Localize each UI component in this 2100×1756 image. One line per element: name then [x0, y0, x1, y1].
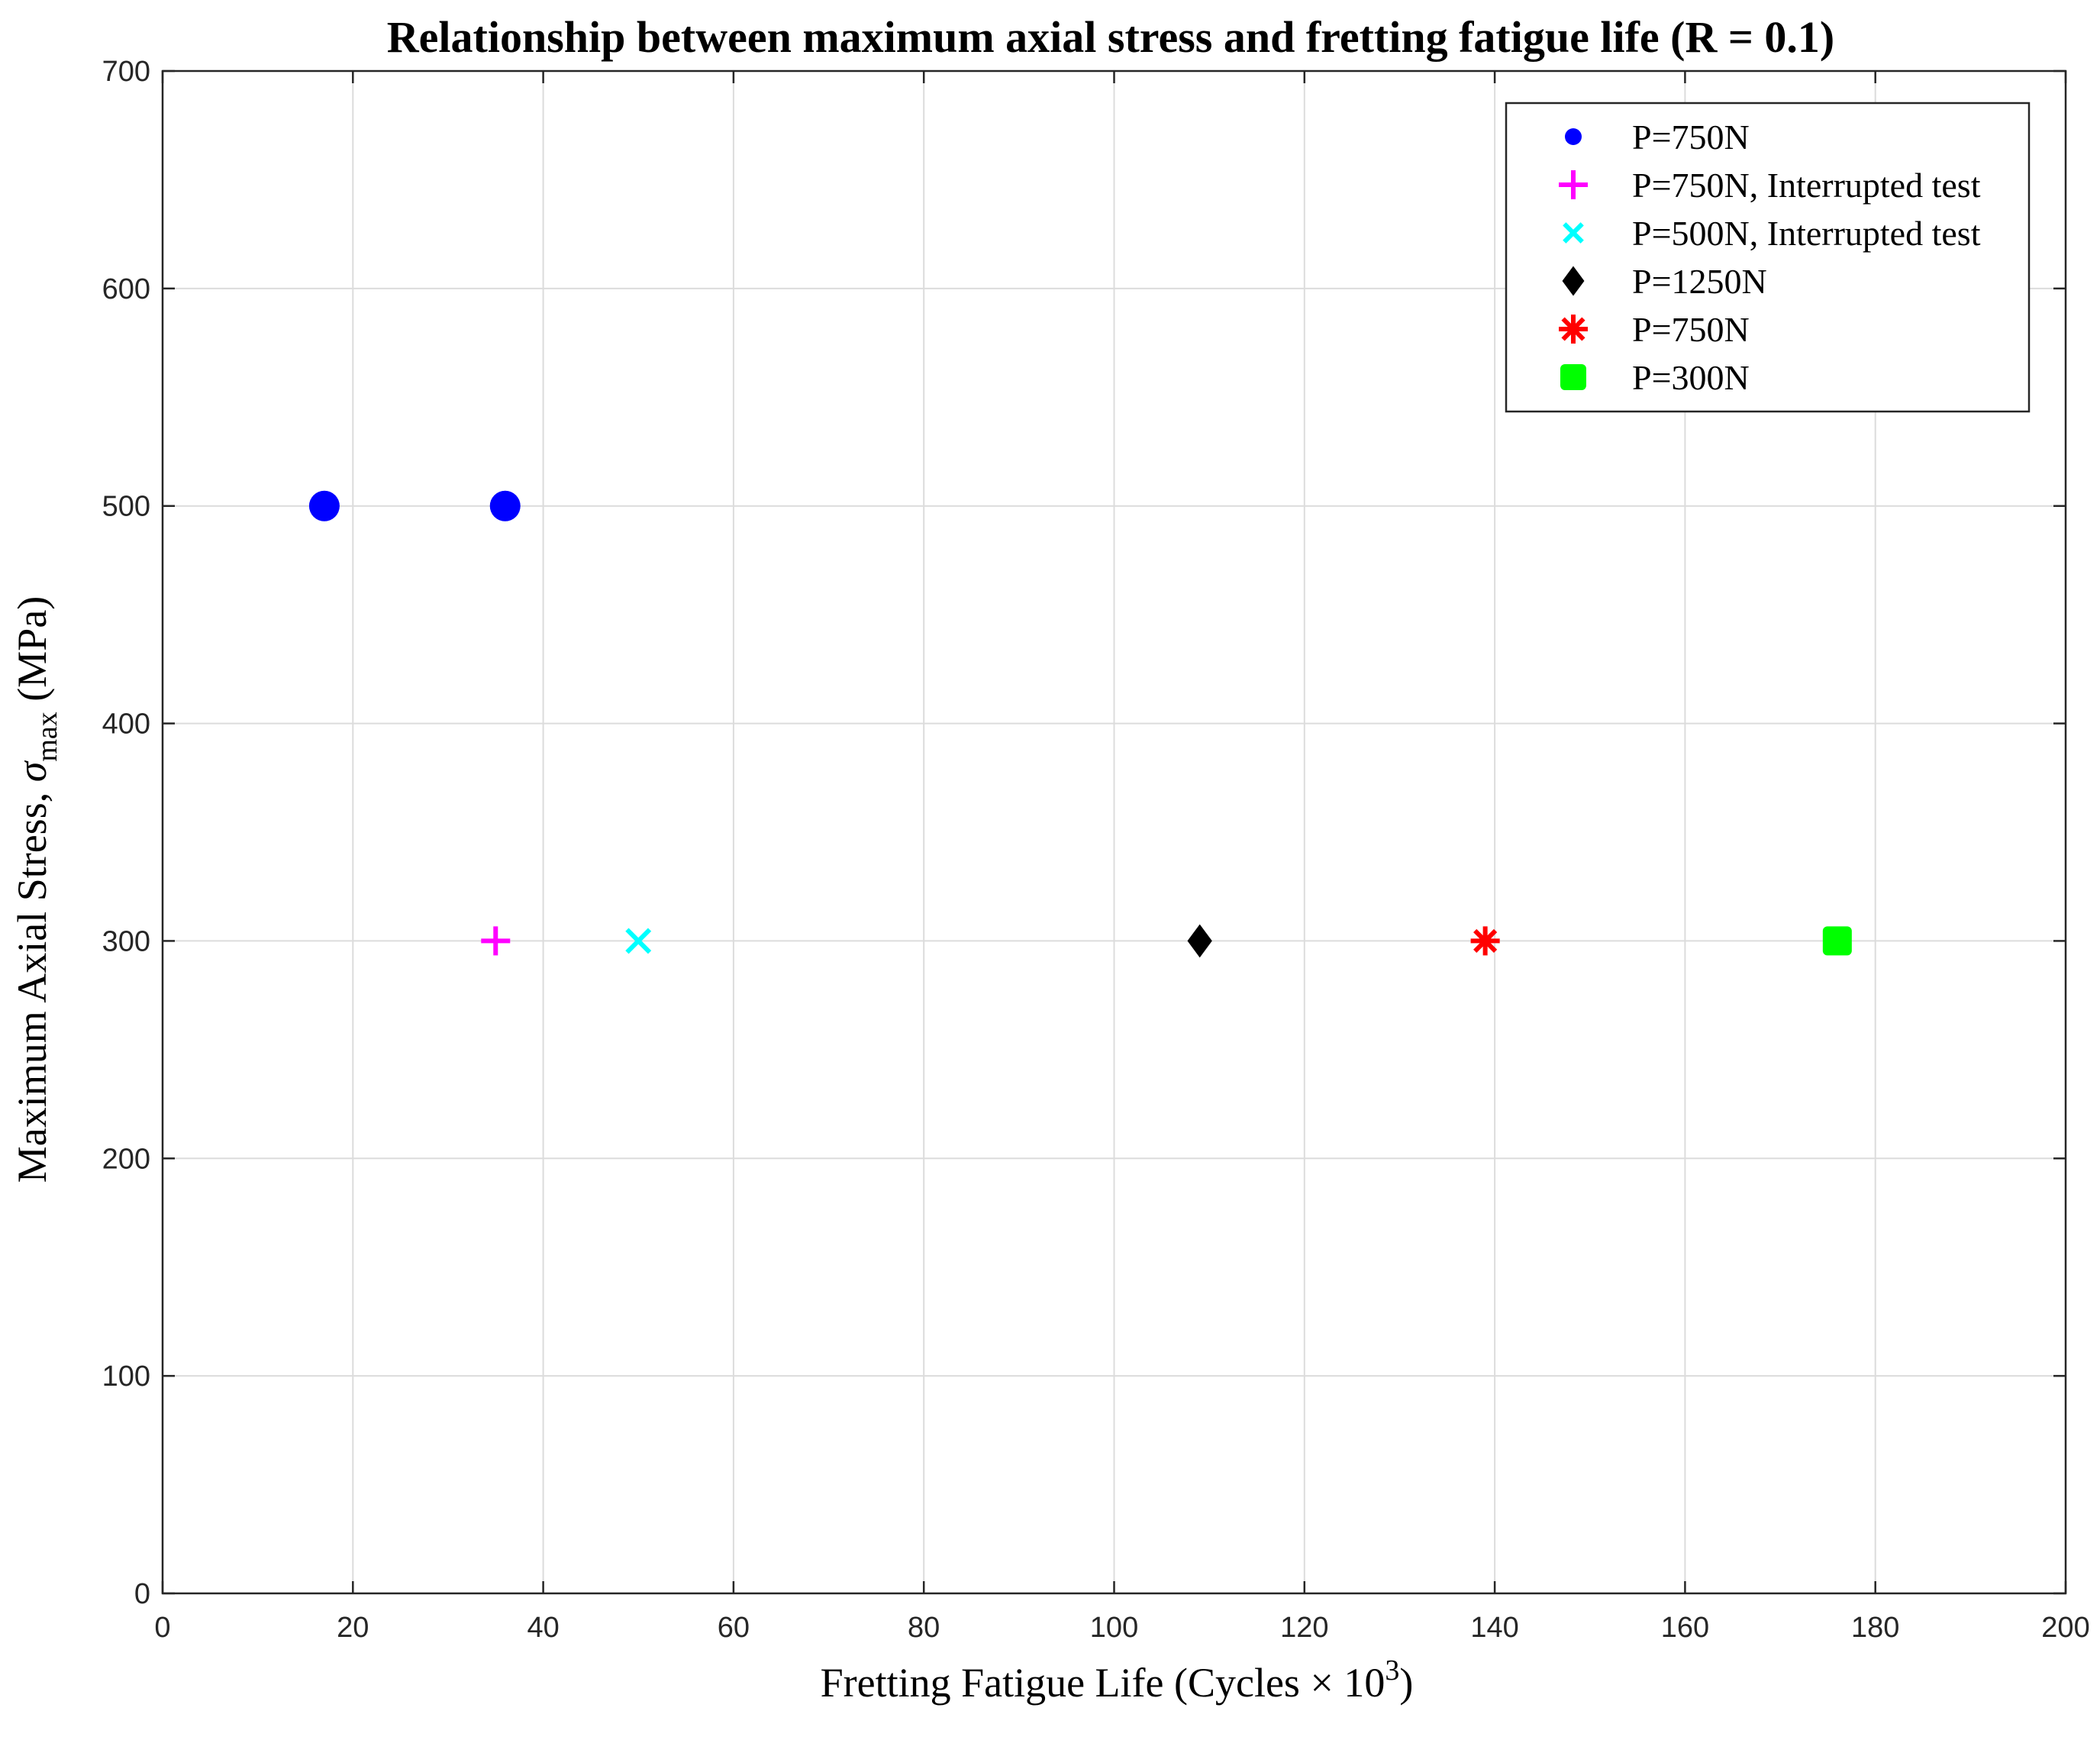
- x-tick-label: 140: [1470, 1612, 1518, 1644]
- y-axis-label: Maximum Axial Stress, σmax (MPa): [9, 596, 63, 1183]
- legend-item: P=1250N: [1562, 262, 1767, 301]
- data-point-circle: [489, 490, 521, 521]
- x-axis-label-superscript: 3: [1385, 1654, 1399, 1687]
- legend-item: P=750N, Interrupted test: [1559, 166, 1981, 205]
- legend-item: P=750N: [1565, 118, 1750, 157]
- x-tick-label: 40: [527, 1612, 559, 1644]
- y-tick-label: 100: [102, 1361, 150, 1393]
- legend-label: P=750N: [1632, 118, 1750, 157]
- data-point-cross-shape: [625, 928, 652, 954]
- legend-marker-asterisk-shape: [1559, 315, 1588, 344]
- legend-item: P=300N: [1560, 358, 1750, 397]
- legend-item: P=750N: [1559, 310, 1750, 349]
- data-point-square-shape: [1822, 926, 1852, 956]
- y-axis-label-subscript: max: [31, 712, 63, 761]
- y-tick-label: 200: [102, 1143, 150, 1175]
- legend-marker-cross: [1563, 222, 1584, 244]
- x-tick-label: 180: [1851, 1612, 1899, 1644]
- x-tick-label: 100: [1090, 1612, 1138, 1644]
- data-point-plus: [481, 926, 511, 956]
- x-axis-label: Fretting Fatigue Life (Cycles × 103): [821, 1654, 1414, 1706]
- legend-marker-diamond-shape: [1562, 266, 1585, 296]
- grid-lines: [163, 71, 2066, 1593]
- legend-marker-plus: [1559, 170, 1588, 199]
- data-point-asterisk-shape: [1470, 926, 1500, 956]
- y-axis-label-end: (MPa): [9, 596, 55, 712]
- legend-label: P=750N: [1632, 310, 1750, 349]
- data-point-circle-shape: [308, 490, 340, 521]
- x-axis-label-end: ): [1399, 1660, 1413, 1706]
- legend-marker-asterisk: [1559, 315, 1588, 344]
- data-point-circle: [308, 490, 340, 521]
- y-tick-label: 0: [134, 1578, 150, 1610]
- legend: P=750N P=750N, Interrupted test P=500N, In…: [1505, 102, 2031, 413]
- x-tick-label: 80: [908, 1612, 940, 1644]
- data-points: [308, 490, 1852, 958]
- data-point-plus-shape: [481, 926, 511, 956]
- legend-marker-diamond: [1562, 266, 1585, 296]
- legend-label: P=750N, Interrupted test: [1632, 166, 1981, 205]
- x-tick-label: 0: [154, 1612, 170, 1644]
- y-tick-label: 700: [102, 56, 150, 88]
- legend-label: P=500N, Interrupted test: [1632, 214, 1981, 253]
- y-tick-label: 600: [102, 273, 150, 305]
- x-tick-label: 60: [718, 1612, 750, 1644]
- legend-label: P=1250N: [1632, 262, 1767, 301]
- legend-label: P=300N: [1632, 358, 1750, 397]
- data-point-diamond-shape: [1187, 924, 1212, 958]
- chart-title: Relationship between maximum axial stres…: [387, 12, 1834, 62]
- x-axis-label-main: Fretting Fatigue Life (Cycles × 10: [821, 1660, 1385, 1706]
- axis-ticks: 0 20 40 60 80 100 120 140 160 180 200 0 100 200 300 400…: [102, 56, 2090, 1644]
- legend-marker-plus-shape: [1559, 170, 1588, 199]
- data-point-diamond: [1187, 924, 1212, 958]
- y-axis-label-main: Maximum Axial Stress,: [9, 782, 55, 1183]
- data-point-cross: [625, 928, 652, 954]
- legend-marker-square: [1560, 364, 1586, 390]
- legend-marker-square-shape: [1560, 364, 1586, 390]
- y-tick-label: 400: [102, 709, 150, 741]
- y-tick-label: 500: [102, 491, 150, 523]
- legend-box: [1505, 102, 2031, 413]
- data-point-asterisk: [1470, 926, 1500, 956]
- x-tick-label: 200: [2041, 1612, 2089, 1644]
- legend-item: P=500N, Interrupted test: [1563, 214, 1981, 253]
- legend-marker-circle-shape: [1565, 128, 1582, 145]
- legend-marker-circle: [1565, 128, 1582, 145]
- x-tick-label: 160: [1661, 1612, 1709, 1644]
- y-tick-label: 300: [102, 925, 150, 957]
- data-point-circle-shape: [489, 490, 521, 521]
- x-tick-label: 20: [337, 1612, 369, 1644]
- data-point-square: [1822, 926, 1852, 956]
- y-axis-label-sigma: σ: [9, 760, 55, 782]
- legend-marker-cross-shape: [1563, 222, 1584, 244]
- x-tick-label: 120: [1280, 1612, 1328, 1644]
